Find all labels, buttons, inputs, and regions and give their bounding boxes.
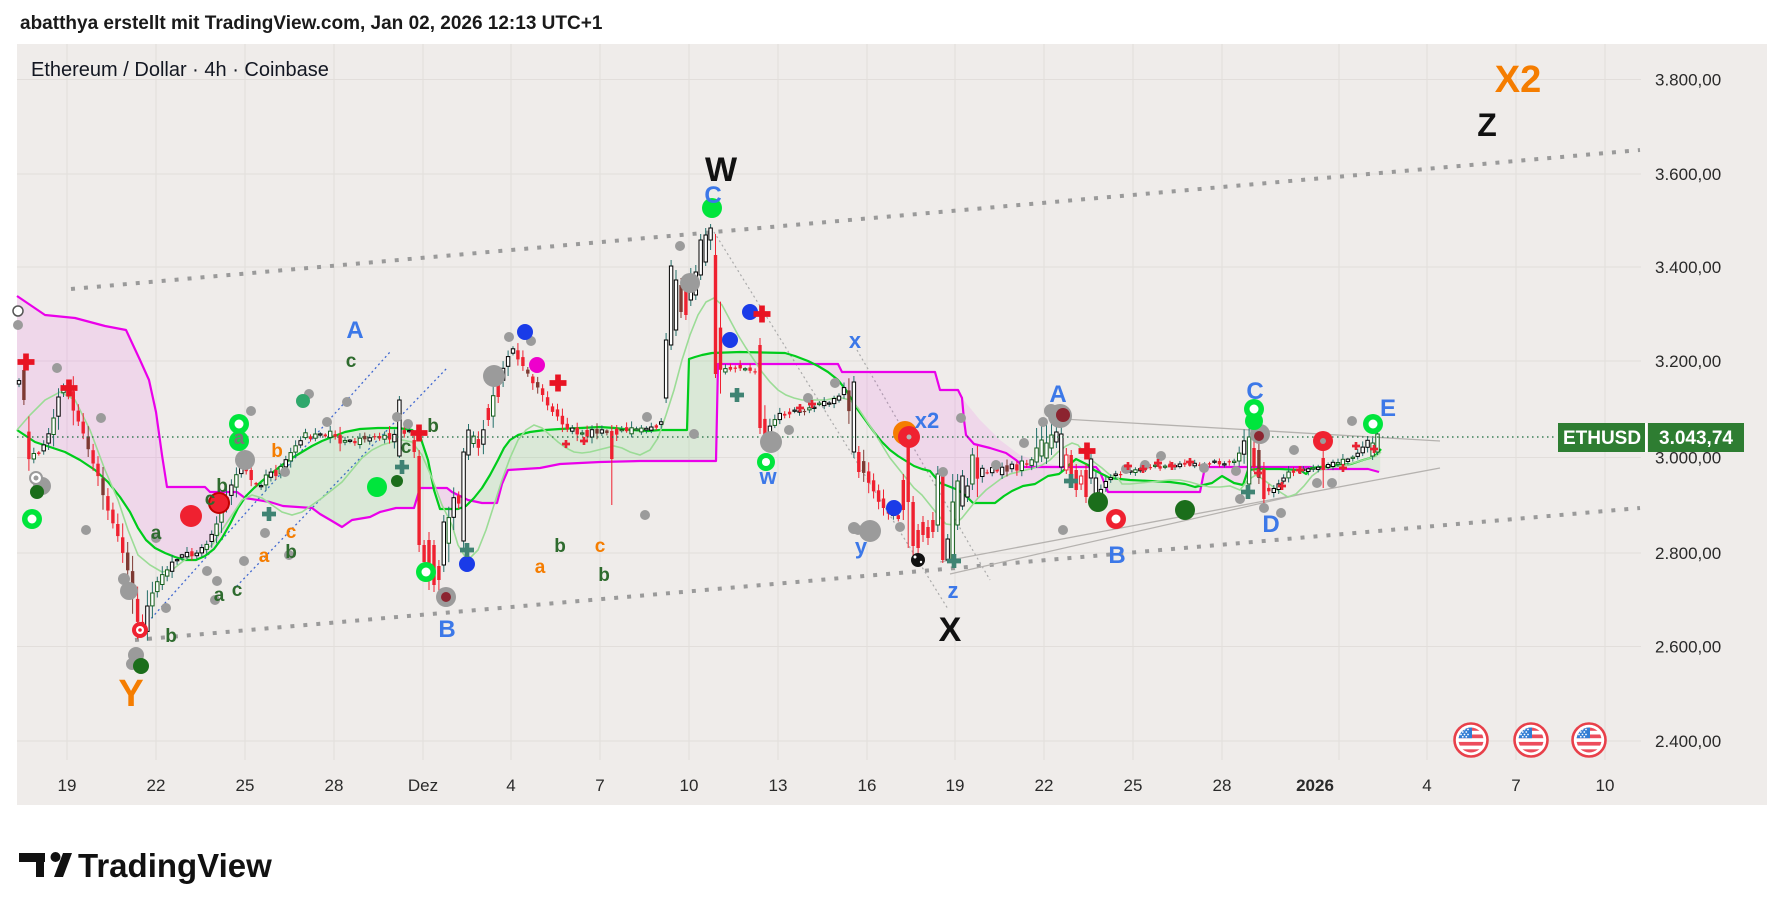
svg-text:y: y [855,534,868,559]
svg-text:W: W [705,151,738,189]
svg-text:16: 16 [858,776,877,795]
svg-text:Dez: Dez [408,776,438,795]
svg-text:4: 4 [1422,776,1431,795]
svg-text:c: c [346,351,357,372]
svg-text:X: X [939,611,962,649]
svg-text:22: 22 [147,776,166,795]
svg-text:b: b [554,536,566,557]
svg-text:B: B [1108,542,1125,569]
svg-text:Ethereum / Dollar · 4h · Coinb: Ethereum / Dollar · 4h · Coinbase [31,59,329,81]
svg-text:w: w [758,464,777,489]
svg-text:a: a [535,557,546,578]
svg-text:3.400,00: 3.400,00 [1655,258,1721,277]
svg-text:3.000,00: 3.000,00 [1655,449,1721,468]
svg-text:ETHUSD: ETHUSD [1563,428,1641,449]
svg-text:7: 7 [595,776,604,795]
svg-text:28: 28 [1213,776,1232,795]
svg-text:Y: Y [118,673,143,715]
svg-text:4: 4 [506,776,515,795]
svg-text:b: b [598,565,610,586]
svg-text:X2: X2 [1495,59,1541,101]
svg-text:b: b [285,542,297,563]
svg-text:3.600,00: 3.600,00 [1655,165,1721,184]
svg-text:c: c [205,489,216,510]
svg-text:7: 7 [1511,776,1520,795]
svg-text:19: 19 [946,776,965,795]
svg-text:B: B [438,616,455,643]
svg-text:22: 22 [1035,776,1054,795]
svg-text:25: 25 [1124,776,1143,795]
svg-text:b: b [271,441,283,462]
svg-text:A: A [1049,381,1066,408]
svg-text:abatthya erstellt mit TradingV: abatthya erstellt mit TradingView.com, J… [20,13,603,34]
svg-text:10: 10 [1596,776,1615,795]
svg-text:10: 10 [680,776,699,795]
svg-text:b: b [216,476,228,497]
svg-text:a: a [259,546,270,567]
svg-text:3.800,00: 3.800,00 [1655,71,1721,90]
svg-text:2.400,00: 2.400,00 [1655,732,1721,751]
svg-text:13: 13 [769,776,788,795]
svg-text:2.800,00: 2.800,00 [1655,544,1721,563]
svg-text:3.200,00: 3.200,00 [1655,352,1721,371]
svg-text:Z: Z [1477,107,1497,143]
svg-text:a: a [234,428,245,449]
svg-text:c: c [286,522,297,543]
svg-text:a: a [214,585,225,606]
svg-text:c: c [401,437,412,458]
svg-text:TradingView: TradingView [78,847,272,884]
svg-text:2026: 2026 [1296,776,1334,795]
svg-text:19: 19 [58,776,77,795]
svg-text:b: b [427,416,439,437]
svg-text:E: E [1380,395,1396,422]
svg-text:D: D [1262,511,1279,538]
svg-text:x: x [849,328,862,353]
svg-text:28: 28 [325,776,344,795]
svg-text:x2: x2 [915,408,939,433]
svg-text:C: C [1246,378,1263,405]
svg-text:A: A [346,317,363,344]
svg-text:25: 25 [236,776,255,795]
svg-text:c: c [595,536,606,557]
svg-text:c: c [232,580,243,601]
svg-text:z: z [948,578,959,603]
svg-text:3.043,74: 3.043,74 [1659,428,1733,449]
svg-text:C: C [704,182,721,209]
svg-text:b: b [165,626,177,647]
svg-text:2.600,00: 2.600,00 [1655,638,1721,657]
svg-text:a: a [151,523,162,544]
